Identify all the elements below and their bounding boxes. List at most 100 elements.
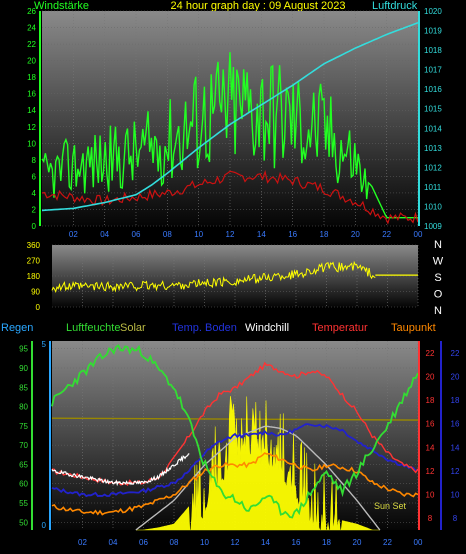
x-tick-label: 04 xyxy=(100,230,109,239)
olive-reference-line xyxy=(51,417,419,421)
humidity-tick-label: 75 xyxy=(19,422,28,431)
wind-tick-label: 0 xyxy=(32,222,37,231)
soil-tick-label: 12 xyxy=(451,467,460,476)
legend: Regen Luftfeuchte Solar Temp. Boden Wind… xyxy=(1,322,436,334)
wind-tick-label: 18 xyxy=(27,73,36,82)
humidity-tick-label: 60 xyxy=(19,480,28,489)
pressure-tick-label: 1011 xyxy=(424,183,442,192)
soil-axis-ticks: 8 10 12 14 16 18 20 22 xyxy=(451,349,460,523)
x-tick-label: 18 xyxy=(320,230,329,239)
x-tick-label: 00 xyxy=(414,230,423,239)
soil-tick-label: 20 xyxy=(451,372,460,381)
temperature-tick-label: 18 xyxy=(426,396,435,405)
temperature-tick-label: 10 xyxy=(426,491,435,500)
left-axis-label: Windstärke xyxy=(34,0,89,12)
windchill-line xyxy=(51,453,190,487)
temperature-tick-label: 14 xyxy=(426,443,435,452)
temperature-tick-label: 12 xyxy=(426,467,435,476)
temperature-humidity-x-ticks: 02 04 06 08 10 12 14 16 18 20 22 00 xyxy=(78,538,423,547)
x-tick-label: 10 xyxy=(194,230,203,239)
temperature-tick-label: 8 xyxy=(428,514,433,523)
direction-tick-label: 0 xyxy=(36,303,41,312)
x-tick-label: 14 xyxy=(261,538,270,547)
x-tick-label: 22 xyxy=(382,230,391,239)
temperature-humidity-series xyxy=(51,344,419,531)
pressure-line xyxy=(41,21,419,212)
x-tick-label: 22 xyxy=(383,538,392,547)
wind-pressure-plot-area xyxy=(42,11,418,226)
pressure-tick-label: 1014 xyxy=(424,124,442,133)
x-tick-label: 08 xyxy=(170,538,179,547)
wind-tick-label: 8 xyxy=(32,156,37,165)
x-tick-label: 06 xyxy=(132,230,141,239)
compass-label: W xyxy=(433,256,444,268)
temperature-tick-label: 22 xyxy=(426,349,435,358)
direction-degree-ticks: 0 90 180 270 360 xyxy=(27,241,41,312)
wind-direction-series xyxy=(51,260,418,294)
right-axis-label: Luftdruck xyxy=(372,0,418,12)
x-tick-label: 02 xyxy=(78,538,87,547)
wind-tick-label: 10 xyxy=(27,139,36,148)
x-tick-label: 20 xyxy=(353,538,362,547)
pressure-tick-label: 1020 xyxy=(424,7,442,16)
wind-tick-label: 22 xyxy=(27,40,36,49)
wind-speed-line xyxy=(41,52,418,219)
humidity-tick-label: 70 xyxy=(19,441,28,450)
x-tick-label: 00 xyxy=(414,538,423,547)
x-tick-label: 04 xyxy=(109,538,118,547)
x-tick-label: 12 xyxy=(231,538,240,547)
direction-tick-label: 360 xyxy=(27,241,41,250)
legend-luftfeuchte: Luftfeuchte xyxy=(66,322,120,334)
solar-fill xyxy=(135,395,380,531)
x-tick-label: 06 xyxy=(139,538,148,547)
sun-set-annotation: Sun Set xyxy=(374,501,407,511)
wind-tick-label: 20 xyxy=(27,57,36,66)
humidity-tick-label: 50 xyxy=(19,518,28,527)
x-tick-label: 12 xyxy=(226,230,235,239)
wind-pressure-series xyxy=(41,21,419,225)
legend-temperatur: Temperatur xyxy=(312,322,368,334)
pressure-tick-label: 1018 xyxy=(424,46,442,55)
compass-label: S xyxy=(434,272,441,284)
humidity-tick-label: 55 xyxy=(19,499,28,508)
x-tick-label: 08 xyxy=(163,230,172,239)
pressure-tick-label: 1009 xyxy=(424,222,442,231)
rain-tick-label: 5 xyxy=(42,340,47,349)
dewpoint-line xyxy=(51,452,419,516)
legend-solar: Solar xyxy=(120,322,146,334)
direction-tick-label: 180 xyxy=(27,272,41,281)
pressure-tick-label: 1012 xyxy=(424,163,442,172)
x-tick-label: 20 xyxy=(351,230,360,239)
pressure-tick-label: 1017 xyxy=(424,66,442,75)
direction-tick-label: 90 xyxy=(31,288,40,297)
direction-tick-label: 270 xyxy=(27,257,41,266)
wind-direction-line xyxy=(51,260,376,294)
pressure-tick-label: 1010 xyxy=(424,202,442,211)
legend-temp-boden: Temp. Boden xyxy=(172,322,237,334)
wind-tick-label: 6 xyxy=(32,172,37,181)
temperature-tick-label: 16 xyxy=(426,420,435,429)
soil-tick-label: 8 xyxy=(453,514,458,523)
temperature-tick-label: 20 xyxy=(426,372,435,381)
pressure-tick-label: 1016 xyxy=(424,85,442,94)
humidity-tick-label: 95 xyxy=(19,345,28,354)
soil-temperature-line xyxy=(51,423,419,498)
x-tick-label: 10 xyxy=(200,538,209,547)
soil-tick-label: 14 xyxy=(451,443,460,452)
x-tick-label: 14 xyxy=(257,230,266,239)
compass-label: N xyxy=(434,239,442,251)
wind-tick-label: 14 xyxy=(27,106,36,115)
x-tick-label: 16 xyxy=(292,538,301,547)
wind-tick-label: 26 xyxy=(27,7,36,16)
pressure-tick-label: 1013 xyxy=(424,144,442,153)
soil-tick-label: 10 xyxy=(451,491,460,500)
wind-tick-label: 16 xyxy=(27,90,36,99)
humidity-tick-label: 85 xyxy=(19,383,28,392)
wind-pressure-x-ticks: 02 04 06 08 10 12 14 16 18 20 22 00 xyxy=(69,230,423,239)
compass-label: N xyxy=(434,305,442,317)
